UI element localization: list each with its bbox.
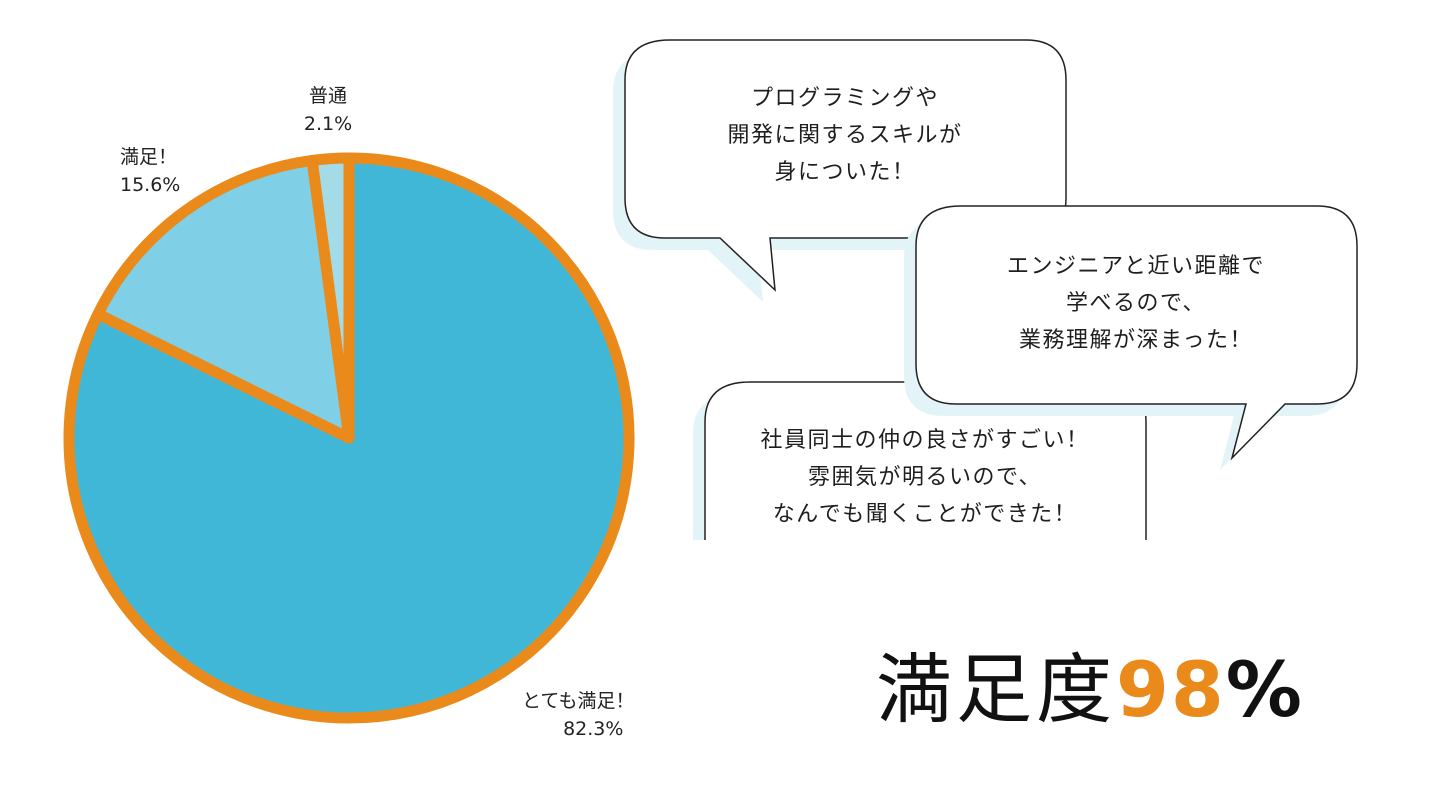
speech-bubble-1-text: プログラミングや 開発に関するスキルが 身についた！	[625, 80, 1065, 191]
speech-bubble-2-line: エンジニアと近い距離で	[1006, 254, 1266, 279]
speech-bubble-3-text: 社員同士の仲の良さがすごい！ 雰囲気が明るいので、 なんでも聞くことができた！	[705, 422, 1145, 533]
speech-bubble-2	[904, 205, 1358, 470]
pie-label-normal-name: 普通	[308, 85, 347, 107]
headline-prefix: 満足度	[876, 645, 1116, 734]
satisfaction-headline: 満足度98%	[876, 640, 1302, 740]
speech-bubble-3-line: 社員同士の仲の良さがすごい！	[760, 428, 1090, 453]
pie-label-satisfied: 満足！ 15.6%	[120, 143, 180, 199]
pie-slice-normal	[306, 152, 355, 444]
pie-label-normal: 普通 2.1%	[300, 82, 356, 138]
speech-bubble-2-text: エンジニアと近い距離で 学べるので、 業務理解が深まった！	[916, 248, 1356, 359]
speech-bubble-1-line: プログラミングや	[750, 86, 939, 111]
speech-bubble-1-line: 身についた！	[774, 160, 916, 185]
pie-label-very-satisfied-value: 82.3%	[563, 718, 624, 740]
pie-label-satisfied-name: 満足！	[120, 146, 178, 168]
speech-bubbles	[613, 39, 1358, 540]
satisfaction-pie-chart	[63, 152, 635, 724]
speech-bubble-1-line: 開発に関するスキルが	[727, 123, 963, 148]
pie-slice-satisfied	[92, 154, 355, 444]
pie-label-very-satisfied: とても満足！ 82.3%	[522, 687, 634, 743]
pie-label-very-satisfied-name: とても満足！	[522, 690, 635, 712]
headline-unit: %	[1225, 645, 1302, 734]
pie-label-normal-value: 2.1%	[303, 113, 353, 135]
pie-label-satisfied-value: 15.6%	[120, 174, 181, 196]
speech-bubble-3-line: なんでも聞くことができた！	[772, 502, 1078, 527]
speech-bubble-2-line: 学べるので、	[1065, 291, 1207, 316]
speech-bubble-3	[693, 381, 1147, 540]
headline-number: 98	[1116, 645, 1226, 734]
speech-bubble-2-line: 業務理解が深まった！	[1018, 328, 1254, 353]
speech-bubble-3-line: 雰囲気が明るいので、	[807, 465, 1043, 490]
speech-bubble-2-body	[915, 205, 1358, 461]
pie-slices	[63, 152, 635, 724]
